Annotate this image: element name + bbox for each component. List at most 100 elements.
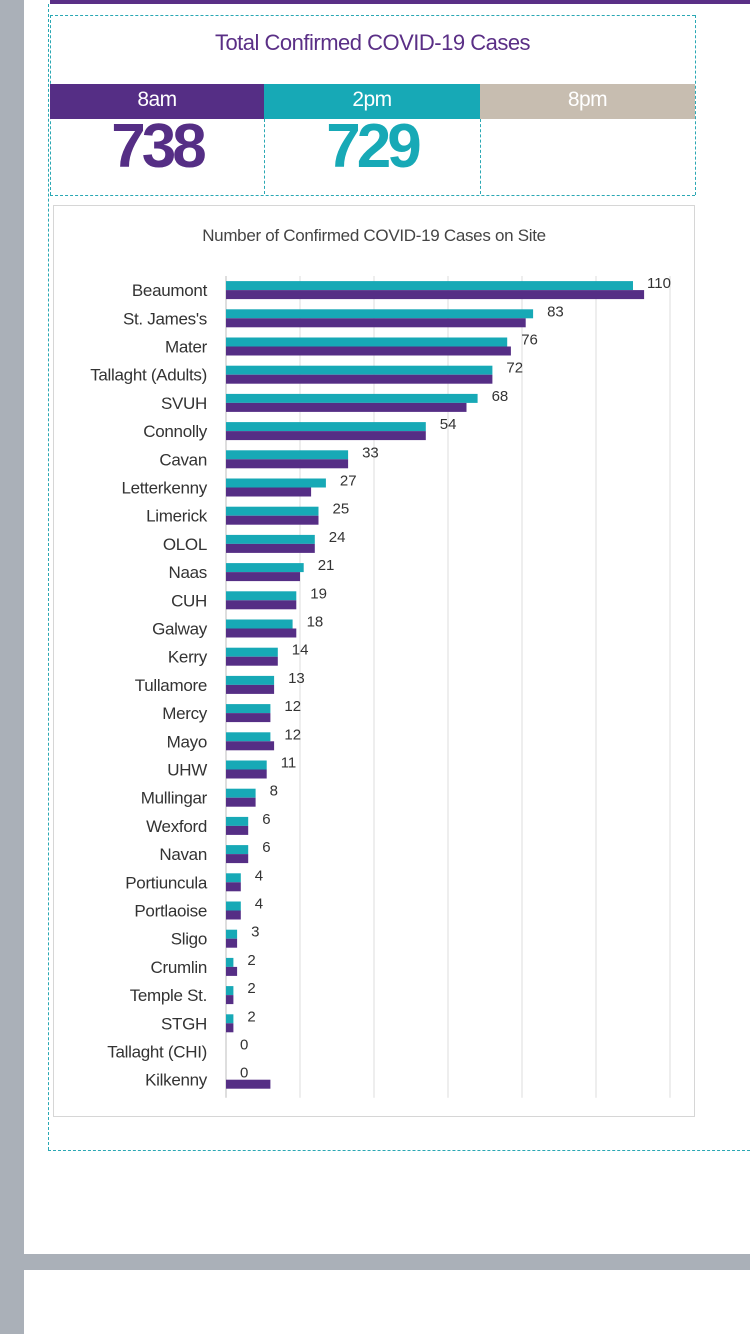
category-label: Cavan (159, 450, 207, 469)
data-label: 13 (288, 670, 305, 687)
data-label: 25 (333, 501, 350, 518)
category-label: Mullingar (141, 789, 208, 808)
bar-2pm (226, 534, 315, 544)
data-label: 0 (240, 1065, 248, 1082)
bar-8am (226, 374, 493, 384)
bar-2pm (226, 845, 249, 855)
category-label: UHW (167, 761, 207, 780)
bar-2pm (226, 337, 508, 347)
category-label: Kerry (168, 648, 208, 667)
category-label: Tallaght (CHI) (107, 1043, 207, 1062)
totals-border-right (695, 15, 696, 195)
bar-8am (226, 487, 312, 497)
category-label: St. James's (123, 309, 207, 328)
category-label: Sligo (171, 930, 207, 949)
bar-2pm (226, 365, 493, 375)
category-label: Letterkenny (121, 479, 207, 498)
bar-2pm (226, 732, 271, 742)
total-slot-8pm: 8pm (480, 84, 695, 192)
bar-2pm (226, 901, 241, 911)
bar-8am (226, 515, 319, 525)
category-label: Mater (165, 338, 208, 357)
data-label: 33 (362, 444, 379, 461)
bar-8am (226, 628, 297, 638)
data-label: 14 (292, 642, 309, 659)
data-label: 3 (251, 924, 259, 941)
category-label: CUH (171, 591, 207, 610)
bar-2pm (226, 506, 319, 516)
bar-8am (226, 656, 278, 666)
data-label: 6 (262, 839, 270, 856)
bar-2pm (226, 393, 478, 403)
data-label: 83 (547, 303, 564, 320)
category-label: Navan (159, 845, 207, 864)
bar-2pm (226, 422, 426, 432)
bar-2pm (226, 281, 633, 291)
bar-2pm (226, 704, 271, 714)
data-label: 4 (255, 896, 263, 913)
data-label: 6 (262, 811, 270, 828)
data-label: 0 (240, 1037, 248, 1054)
category-label: Beaumont (132, 281, 208, 300)
data-label: 72 (506, 360, 523, 377)
bar-8am (226, 402, 467, 412)
bar-8am (226, 910, 241, 920)
bar-8am (226, 318, 526, 328)
category-label: SVUH (161, 394, 207, 413)
category-label: Portlaoise (134, 902, 207, 921)
bar-8am (226, 938, 238, 948)
bar-2pm (226, 816, 249, 826)
bar-8am (226, 572, 300, 582)
data-label: 2 (247, 952, 255, 969)
bar-2pm (226, 563, 304, 573)
bar-2pm (226, 591, 297, 601)
bar-2pm (226, 760, 267, 770)
top-accent-bar (50, 0, 750, 4)
bar-2pm (226, 957, 234, 967)
bar-8am (226, 290, 645, 300)
category-label: Wexford (146, 817, 207, 836)
slot-label-8pm: 8pm (480, 84, 695, 119)
category-label: Crumlin (151, 958, 207, 977)
bar-2pm (226, 309, 534, 319)
slot-divider-1 (264, 119, 265, 194)
category-label: Mercy (162, 704, 208, 723)
bar-8am (226, 713, 271, 723)
bar-8am (226, 741, 275, 751)
bar-2pm (226, 929, 238, 939)
bottom-band (24, 1254, 750, 1270)
bar-8am (226, 825, 249, 835)
category-label: Limerick (146, 507, 208, 526)
category-label: Galway (152, 620, 208, 639)
bar-2pm (226, 675, 275, 685)
data-label: 76 (521, 332, 538, 349)
bar-2pm (226, 647, 278, 657)
left-gutter (0, 0, 24, 1334)
category-label: Portiuncula (125, 873, 208, 892)
data-label: 2 (247, 980, 255, 997)
data-label: 12 (284, 698, 301, 715)
data-label: 27 (340, 473, 357, 490)
data-label: 8 (270, 783, 278, 800)
bar-2pm (226, 1014, 234, 1024)
bar-8am (226, 684, 275, 694)
data-label: 19 (310, 585, 327, 602)
bar-2pm (226, 619, 293, 629)
total-slot-8am: 8am 738 (50, 84, 264, 192)
data-label: 21 (318, 557, 335, 574)
bar-2pm (226, 873, 241, 883)
data-label: 2 (247, 1008, 255, 1025)
slot-divider-2 (480, 119, 481, 194)
data-label: 4 (255, 867, 263, 884)
slot-value-2pm: 729 (326, 112, 421, 181)
bar-8am (226, 995, 234, 1005)
data-label: 54 (440, 416, 457, 433)
category-label: Tullamore (135, 676, 207, 695)
bar-8am (226, 1023, 234, 1033)
category-label: Naas (169, 563, 208, 582)
chart-title: Number of Confirmed COVID-19 Cases on Si… (202, 226, 546, 245)
data-label: 68 (492, 388, 509, 405)
slot-label-8am: 8am (50, 84, 264, 119)
category-label: Mayo (167, 732, 207, 751)
